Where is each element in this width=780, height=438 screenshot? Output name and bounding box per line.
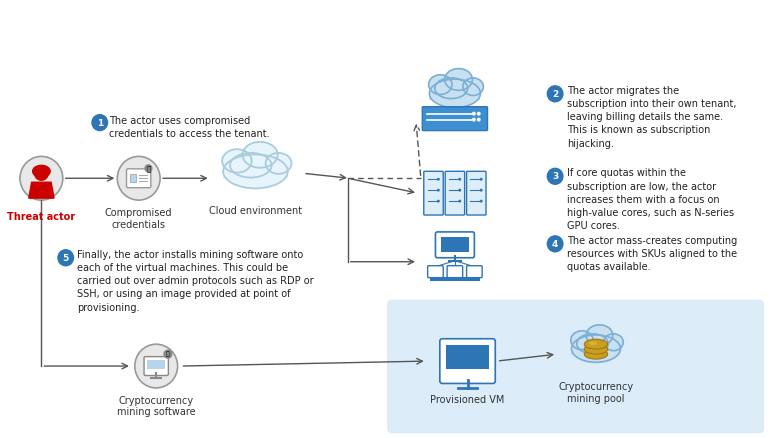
Bar [430, 277, 480, 281]
Text: 🔒: 🔒 [166, 351, 170, 357]
FancyBboxPatch shape [435, 232, 474, 258]
Ellipse shape [429, 79, 480, 108]
Text: 4: 4 [552, 240, 558, 249]
FancyBboxPatch shape [440, 339, 495, 383]
Circle shape [548, 168, 563, 184]
Ellipse shape [33, 165, 50, 177]
Circle shape [145, 165, 152, 172]
Text: Threat actor: Threat actor [7, 212, 76, 222]
Circle shape [477, 112, 480, 116]
Circle shape [459, 200, 461, 203]
Ellipse shape [572, 335, 621, 362]
Text: Cryptocurrency
mining pool: Cryptocurrency mining pool [558, 382, 633, 403]
FancyBboxPatch shape [388, 300, 764, 433]
Ellipse shape [589, 346, 597, 350]
FancyBboxPatch shape [422, 107, 488, 131]
Circle shape [459, 178, 461, 181]
FancyBboxPatch shape [466, 171, 486, 215]
Text: The actor migrates the
subscription into their own tenant,
leaving billing detai: The actor migrates the subscription into… [567, 86, 736, 148]
Bar [130, 174, 136, 182]
Ellipse shape [576, 334, 608, 353]
Bar [429, 91, 480, 100]
FancyBboxPatch shape [466, 266, 482, 278]
Ellipse shape [571, 331, 593, 350]
Text: The actor mass-creates computing
resources with SKUs aligned to the
quotas avail: The actor mass-creates computing resourc… [567, 236, 737, 272]
Ellipse shape [223, 155, 288, 188]
FancyBboxPatch shape [447, 266, 463, 278]
Ellipse shape [243, 142, 278, 168]
Circle shape [117, 156, 160, 200]
Ellipse shape [604, 334, 623, 351]
Bar [441, 237, 469, 252]
Circle shape [459, 189, 461, 192]
Ellipse shape [587, 325, 613, 346]
Ellipse shape [222, 149, 252, 173]
FancyBboxPatch shape [144, 357, 168, 375]
Circle shape [480, 178, 483, 181]
Circle shape [480, 189, 483, 192]
Circle shape [20, 156, 63, 200]
Ellipse shape [266, 153, 292, 174]
FancyBboxPatch shape [424, 171, 443, 215]
Circle shape [437, 178, 440, 181]
Text: If core quotas within the
subscription are low, the actor
increases them with a : If core quotas within the subscription a… [567, 168, 734, 231]
Text: 🔒: 🔒 [147, 165, 151, 172]
Ellipse shape [434, 78, 468, 99]
Ellipse shape [589, 351, 597, 355]
Text: 1: 1 [97, 119, 103, 127]
Circle shape [480, 200, 483, 203]
Circle shape [548, 86, 563, 102]
FancyBboxPatch shape [427, 266, 443, 278]
Circle shape [472, 118, 476, 122]
Text: The actor uses compromised
credentials to access the tenant.: The actor uses compromised credentials t… [109, 116, 270, 139]
Text: 5: 5 [62, 254, 69, 263]
Polygon shape [29, 182, 54, 198]
Ellipse shape [589, 341, 597, 345]
Circle shape [92, 115, 108, 131]
FancyBboxPatch shape [126, 169, 151, 188]
Bar [147, 360, 165, 369]
FancyBboxPatch shape [445, 171, 465, 215]
Ellipse shape [584, 349, 608, 359]
Ellipse shape [429, 75, 452, 95]
Text: Finally, the actor installs mining software onto
each of the virtual machines. T: Finally, the actor installs mining softw… [77, 250, 314, 313]
Circle shape [437, 200, 440, 203]
Bar [572, 346, 621, 355]
Ellipse shape [584, 339, 608, 349]
Text: Compromised
credentials: Compromised credentials [105, 208, 172, 230]
Circle shape [58, 250, 73, 266]
Text: Cloud environment: Cloud environment [209, 206, 302, 216]
Circle shape [548, 236, 563, 252]
Circle shape [477, 118, 480, 122]
Circle shape [34, 166, 48, 180]
Bar [223, 168, 288, 180]
Text: 2: 2 [552, 90, 558, 99]
Ellipse shape [584, 344, 608, 354]
Text: 3: 3 [552, 172, 558, 181]
Circle shape [437, 189, 440, 192]
Circle shape [135, 344, 178, 388]
Text: Cryptocurrency
mining software: Cryptocurrency mining software [117, 396, 196, 417]
Ellipse shape [230, 153, 271, 177]
Bar [446, 345, 489, 369]
Circle shape [472, 112, 476, 116]
Ellipse shape [445, 69, 473, 90]
Text: Provisioned VM: Provisioned VM [431, 395, 505, 405]
Ellipse shape [463, 78, 484, 95]
Circle shape [164, 350, 172, 358]
